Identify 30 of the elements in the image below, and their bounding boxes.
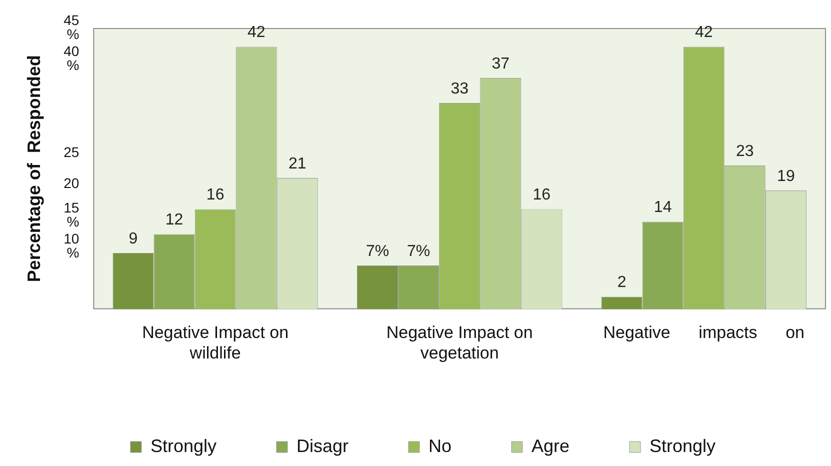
legend-label: Disagr [296,436,348,456]
data-label: 21 [288,155,306,172]
data-label: 12 [165,212,184,229]
y-tick-label: 20 [64,175,80,192]
y-tick-label: 40 % [64,43,80,74]
data-label: 33 [450,80,469,98]
legend-label: Strongly [650,436,716,456]
y-tick-label: 25 [64,144,80,160]
data-label: 14 [654,199,672,216]
data-label: 16 [532,186,551,204]
data-label: 37 [492,55,510,72]
data-label: 23 [736,142,754,160]
data-label: 2 [617,274,626,292]
legend-label: Agre [532,436,570,456]
y-tick-label: 10 % [64,230,80,261]
legend-label: Strongly [150,436,216,456]
data-label: 9 [128,230,138,248]
y-axis-title: Percentage of Responded [24,55,44,282]
y-tick-label: 15 % [64,199,80,230]
x-tick-label: Negative Impact on vegetation [386,323,533,362]
legend-label: No [428,436,452,456]
data-label: 42 [694,24,713,42]
y-tick-label: 45 % [64,12,80,42]
data-label: 7% [366,242,390,260]
data-label: 19 [777,168,795,185]
x-tick-label: Negative Impact on wildlife [142,323,289,362]
data-label: 7% [406,242,430,260]
x-tick-label: Negative impacts on [603,323,804,342]
data-label: 16 [206,186,224,204]
data-label: 42 [247,24,266,42]
